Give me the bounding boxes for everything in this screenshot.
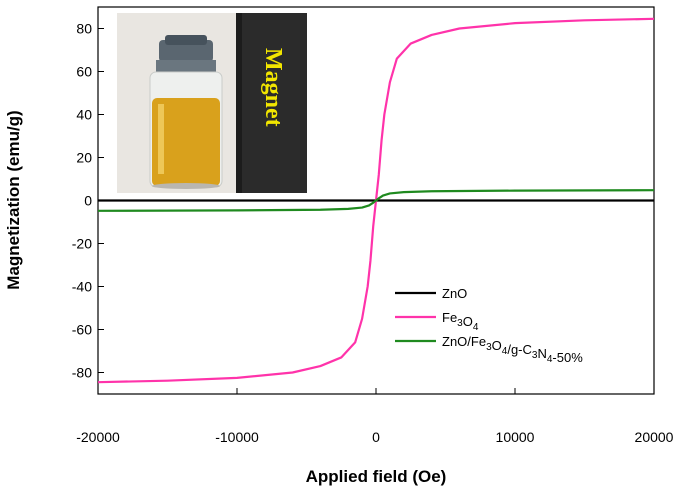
magnet-label: Magnet <box>260 48 286 127</box>
inset-photo: Magnet <box>117 13 307 193</box>
y-tick-label: 60 <box>76 64 92 80</box>
vial-liquid <box>152 98 220 186</box>
x-tick-label: 0 <box>372 429 380 445</box>
x-tick-label: 10000 <box>496 429 535 445</box>
magnet-block: Magnet <box>236 13 307 193</box>
y-tick-label: -60 <box>72 322 92 338</box>
series-line-2 <box>97 189 655 212</box>
legend-label: Fe3O4 <box>442 310 479 333</box>
x-axis-title: Applied field (Oe) <box>306 467 447 486</box>
y-tick-label: -40 <box>72 279 92 295</box>
y-tick-label: -80 <box>72 365 92 381</box>
x-tick-label: 20000 <box>635 429 674 445</box>
x-tick-label: -10000 <box>215 429 259 445</box>
y-tick-label: 40 <box>76 107 92 123</box>
y-tick-label: 20 <box>76 150 92 166</box>
y-tick-label: 0 <box>84 193 92 209</box>
legend-label: ZnO <box>442 286 467 301</box>
legend-label: ZnO/Fe3O4/g-C3N4-50% <box>442 334 583 365</box>
vial <box>149 35 223 189</box>
x-tick-label: -20000 <box>76 429 120 445</box>
y-tick-label: 80 <box>76 21 92 37</box>
y-tick-label: -20 <box>72 236 92 252</box>
axis-ticks: -20000 -10000 0 10000 20000 -80 -60 -40 -20 0 20 40… <box>72 21 674 446</box>
series-lines <box>97 17 655 384</box>
y-axis-title: Magnetization (emu/g) <box>4 110 23 289</box>
